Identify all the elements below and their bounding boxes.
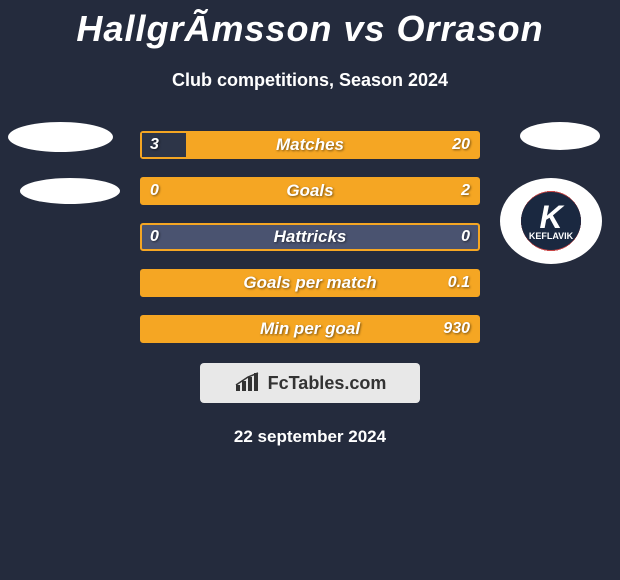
date-text: 22 september 2024 — [0, 427, 620, 447]
stat-row-goals: 0 Goals 2 — [140, 177, 480, 205]
stat-right-value: 20 — [452, 136, 470, 154]
stat-label: Goals — [142, 181, 478, 201]
stat-right-value: 0 — [461, 228, 470, 246]
stats-container: 3 Matches 20 0 Goals 2 0 Hattricks 0 Goa… — [0, 131, 620, 343]
stat-right-value: 930 — [443, 320, 470, 338]
stat-row-min-per-goal: Min per goal 930 — [140, 315, 480, 343]
page-subtitle: Club competitions, Season 2024 — [0, 70, 620, 91]
chart-icon — [234, 371, 262, 396]
stat-row-hattricks: 0 Hattricks 0 — [140, 223, 480, 251]
page-title: HallgrÃmsson vs Orrason — [0, 0, 620, 50]
stat-label: Min per goal — [142, 319, 478, 339]
stat-label: Goals per match — [142, 273, 478, 293]
stat-right-value: 0.1 — [448, 274, 470, 292]
stat-label: Hattricks — [142, 227, 478, 247]
stat-label: Matches — [142, 135, 478, 155]
stat-right-value: 2 — [461, 182, 470, 200]
stat-row-matches: 3 Matches 20 — [140, 131, 480, 159]
site-logo-box: FcTables.com — [200, 363, 420, 403]
site-name: FcTables.com — [268, 373, 387, 394]
stat-row-goals-per-match: Goals per match 0.1 — [140, 269, 480, 297]
